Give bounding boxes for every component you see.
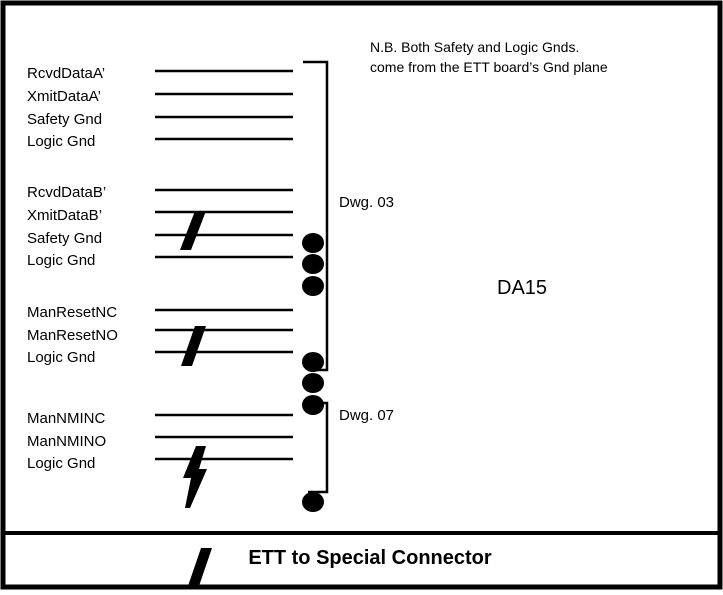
signal-label: ManResetNO: [27, 327, 118, 344]
break-mark: [188, 548, 212, 586]
signal-label: ManNMINC: [27, 410, 106, 427]
pin-dot: [302, 492, 324, 512]
note-line-2: come from the ETT board’s Gnd plane: [370, 59, 608, 75]
reference-dwg03: Dwg. 03: [339, 194, 394, 211]
pin-dot: [302, 352, 324, 372]
pin-dot: [302, 276, 324, 296]
signal-label: Logic Gnd: [27, 349, 95, 366]
break-mark: [181, 326, 206, 366]
pin-dot: [302, 373, 324, 393]
lightning-mark: [183, 446, 207, 508]
pin-dot: [302, 254, 324, 274]
bracket-dwg03: [303, 60, 329, 372]
bracket-dwg07: [303, 401, 329, 494]
signal-label: RcvdDataB’: [27, 184, 106, 201]
diagram-title: ETT to Special Connector: [248, 547, 492, 569]
signal-wires: [155, 69, 293, 461]
signal-label: Logic Gnd: [27, 455, 95, 472]
signal-label: RcvdDataA’: [27, 65, 105, 82]
signal-label: XmitDataB’: [27, 207, 102, 224]
signal-label: XmitDataA’: [27, 88, 101, 105]
signal-label: ManNMINO: [27, 433, 106, 450]
break-marks: [180, 211, 212, 586]
signal-label: Logic Gnd: [27, 133, 95, 150]
connector-label: DA15: [497, 277, 547, 299]
pin-dot: [302, 395, 324, 415]
signal-label: ManResetNC: [27, 304, 117, 321]
signal-label: Logic Gnd: [27, 252, 95, 269]
pin-dot: [302, 233, 324, 253]
signal-label: Safety Gnd: [27, 111, 102, 128]
note-line-1: N.B. Both Safety and Logic Gnds.: [370, 39, 579, 55]
signal-label: Safety Gnd: [27, 230, 102, 247]
break-mark: [180, 211, 206, 250]
reference-dwg07: Dwg. 07: [339, 407, 394, 424]
connector-pins: [302, 233, 324, 512]
